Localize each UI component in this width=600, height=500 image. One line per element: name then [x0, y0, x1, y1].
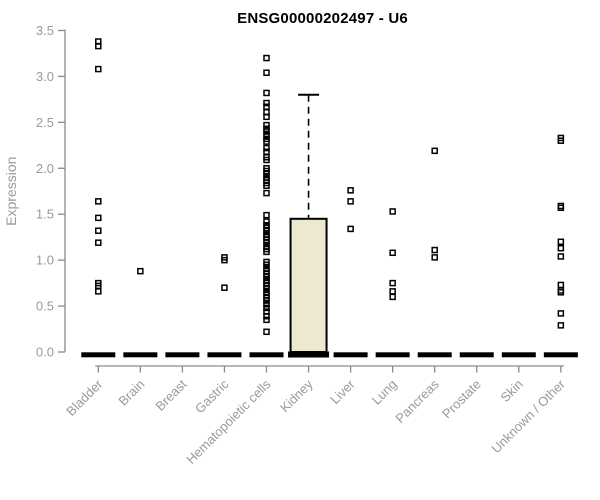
y-tick-label: 0.0	[36, 345, 54, 360]
x-tick-label: Brain	[115, 377, 147, 409]
data-point	[263, 297, 270, 304]
data-point	[263, 227, 270, 234]
data-point	[263, 239, 270, 246]
data-point	[263, 121, 270, 129]
data-point	[557, 244, 565, 252]
data-point	[263, 218, 270, 225]
x-tick-label: Kidney	[277, 376, 316, 415]
data-point	[431, 246, 438, 254]
data-point	[263, 69, 270, 76]
data-point	[221, 256, 228, 264]
x-tick-label: Prostate	[439, 377, 484, 422]
data-point	[557, 310, 565, 317]
y-axis-title: Expression	[3, 157, 19, 226]
y-tick-label: 2.5	[36, 115, 54, 130]
data-point	[263, 304, 270, 312]
data-point	[95, 239, 102, 246]
data-point	[431, 254, 438, 261]
x-tick-label: Unknown / Other	[488, 376, 568, 456]
x-tick-label: Breast	[152, 376, 189, 413]
data-point	[137, 267, 144, 275]
data-point	[263, 99, 270, 107]
y-tick-label: 1.0	[36, 253, 54, 268]
data-point	[263, 148, 270, 155]
zero-median-bar	[375, 352, 410, 358]
y-tick-label: 3.0	[36, 69, 54, 84]
y-tick-label: 0.5	[36, 299, 54, 314]
data-point	[263, 131, 270, 139]
data-point	[263, 144, 270, 152]
data-point	[95, 65, 102, 73]
data-point	[557, 322, 565, 329]
data-point	[347, 187, 354, 194]
chart-title: ENSG00000202497 - U6	[237, 10, 408, 27]
data-point	[221, 284, 228, 291]
data-point	[557, 238, 565, 246]
x-tick-label: Lung	[369, 377, 400, 408]
data-point	[95, 227, 102, 234]
data-point	[263, 138, 270, 145]
data-point	[557, 204, 565, 212]
box-body	[289, 217, 328, 353]
data-point	[557, 137, 565, 144]
data-point	[557, 289, 565, 296]
data-point	[263, 211, 270, 219]
data-point	[263, 156, 270, 164]
zero-median-bar	[543, 352, 578, 358]
data-point	[263, 328, 270, 336]
data-point	[557, 281, 565, 289]
data-point	[347, 225, 354, 233]
data-point	[263, 261, 270, 268]
data-point	[431, 147, 438, 155]
zero-median-bar	[123, 352, 158, 358]
data-point	[263, 113, 270, 121]
data-point	[347, 198, 354, 205]
zero-median-bar	[333, 352, 368, 358]
zero-median-bar	[207, 352, 242, 358]
data-point	[389, 249, 396, 257]
data-point	[95, 288, 102, 295]
data-point	[263, 54, 270, 62]
zero-median-bar	[249, 352, 284, 358]
data-point	[263, 182, 270, 189]
zero-median-bar	[417, 352, 452, 358]
zero-median-bar	[81, 352, 116, 358]
data-point	[263, 273, 270, 280]
data-point	[557, 253, 565, 260]
data-point	[263, 300, 270, 308]
x-tick-label: Bladder	[63, 376, 106, 419]
data-point	[389, 293, 396, 301]
data-point	[263, 248, 270, 256]
data-point	[95, 214, 102, 222]
y-tick-label: 1.5	[36, 207, 54, 222]
x-tick-label: Liver	[327, 376, 358, 407]
zero-median-bar	[165, 352, 200, 358]
box-median-bar	[288, 351, 330, 358]
x-tick-label: Gastric	[192, 376, 232, 416]
data-point	[389, 288, 396, 295]
data-point	[263, 285, 270, 292]
data-point	[95, 198, 102, 205]
data-point	[263, 312, 270, 320]
data-point	[263, 89, 270, 97]
y-tick-label: 2.0	[36, 161, 54, 176]
data-point	[263, 103, 270, 110]
data-point	[95, 42, 102, 50]
data-point	[389, 208, 396, 215]
zero-median-bar	[459, 352, 494, 358]
x-tick-label: Skin	[497, 377, 525, 405]
data-point	[263, 170, 270, 178]
x-tick-label: Pancreas	[392, 376, 442, 426]
data-point	[263, 128, 270, 135]
data-point	[389, 279, 396, 287]
data-point	[263, 189, 270, 197]
data-point	[263, 316, 270, 324]
y-tick-label: 3.5	[36, 23, 54, 38]
zero-median-bar	[501, 352, 536, 358]
